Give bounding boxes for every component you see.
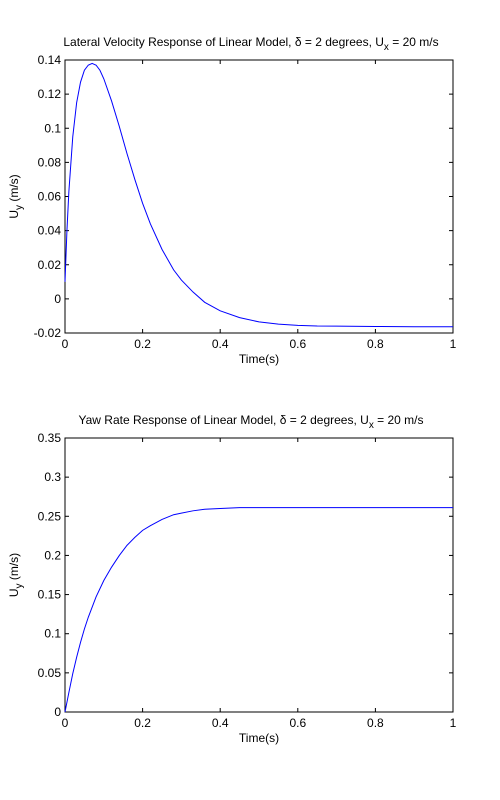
chart-2-y-axis-label-sub: y (14, 583, 25, 588)
chart-1-title-sub: x (384, 42, 389, 53)
chart-1-x-tick-label: 0.8 (367, 337, 384, 351)
chart-1-y-tick-label: 0.02 (38, 258, 62, 272)
chart-1-x-axis-label: Time(s) (239, 352, 279, 366)
chart-1-y-tick-label: 0.06 (38, 190, 62, 204)
chart-2-series-line (64, 507, 453, 713)
chart-2-y-tick-label: 0.25 (38, 509, 62, 523)
chart-1-y-tick-label: 0.08 (38, 155, 62, 169)
chart-2-title-sub: x (369, 420, 374, 431)
chart-2-x-tick-label: 0.6 (289, 716, 306, 730)
chart-1: 0 0.2 0.4 0.6 0.8 1-0.0200.020.040.060.080.10… (7, 35, 457, 366)
chart-1-title-delta: δ (295, 35, 302, 49)
chart-1-y-axis-label-main: U (7, 210, 21, 219)
chart-1-x-tick-label: 0.6 (289, 337, 306, 351)
chart-1-x-tick-label: 0.4 (212, 337, 229, 351)
chart-2-y-tick-label: 0.05 (38, 666, 62, 680)
chart-1-y-tick-label: 0.04 (38, 224, 62, 238)
chart-2: 0 0.2 0.4 0.6 0.8 1 0 0.05 0.1 0.15 0.2 0.25 0.3 0.35… (7, 413, 457, 745)
chart-2-title: Yaw Rate Response of Linear Model, δ = 2… (79, 413, 424, 431)
chart-2-x-tick-label: 1 (450, 716, 457, 730)
chart-1-y-tick-label: 0.12 (38, 87, 62, 101)
chart-2-y-axis-label-rest: (m/s) (7, 553, 21, 584)
chart-2-x-axis-label: Time(s) (239, 731, 279, 745)
chart-2-title-delta: δ (280, 413, 287, 427)
chart-2-y-axis-label: Uy (m/s) (7, 553, 25, 597)
chart-2-x-tick-label: 0 (62, 716, 69, 730)
chart-2-y-tick-label: 0.1 (44, 627, 61, 641)
chart-2-plot-frame (64, 437, 454, 713)
chart-1-title-middle: = 2 degrees, U (302, 35, 384, 49)
chart-2-x-tick-label: 0.4 (212, 716, 229, 730)
chart-2-y-tick-label: 0.3 (44, 470, 61, 484)
chart-2-title-prefix: Yaw Rate Response of Linear Model, (79, 413, 280, 427)
chart-1-x-tick-label: 0 (62, 337, 69, 351)
chart-1-plot-frame (64, 59, 454, 334)
chart-2-x-tick-label: 0.2 (134, 716, 151, 730)
chart-2-y-tick-label: 0.15 (38, 588, 62, 602)
chart-1-x-tick-label: 0.2 (134, 337, 151, 351)
chart-1-y-tick-label: 0 (54, 292, 61, 306)
chart-1-y-tick-label: 0.1 (44, 121, 61, 135)
chart-1-y-tick-label: 0.14 (38, 53, 62, 67)
chart-2-y-tick-label: 0 (54, 705, 61, 719)
chart-2-title-middle: = 2 degrees, U (286, 413, 368, 427)
chart-1-title-suffix: = 20 m/s (389, 35, 439, 49)
chart-1-y-axis-label: Uy (m/s) (7, 174, 25, 218)
chart-1-y-tick-label: -0.02 (34, 326, 62, 340)
chart-1-series-line (64, 62, 453, 328)
chart-2-x-tick-label: 0.8 (367, 716, 384, 730)
chart-1-title-prefix: Lateral Velocity Response of Linear Mode… (63, 35, 294, 49)
chart-2-y-tick-label: 0.2 (44, 548, 61, 562)
chart-2-y-axis-label-main: U (7, 588, 21, 597)
chart-1-y-axis-label-rest: (m/s) (7, 174, 21, 205)
chart-2-y-tick-label: 0.35 (38, 431, 62, 445)
chart-1-title: Lateral Velocity Response of Linear Mode… (63, 35, 438, 53)
chart-1-y-axis-label-sub: y (14, 205, 25, 210)
chart-2-title-suffix: = 20 m/s (374, 413, 424, 427)
chart-1-x-tick-label: 1 (450, 337, 457, 351)
